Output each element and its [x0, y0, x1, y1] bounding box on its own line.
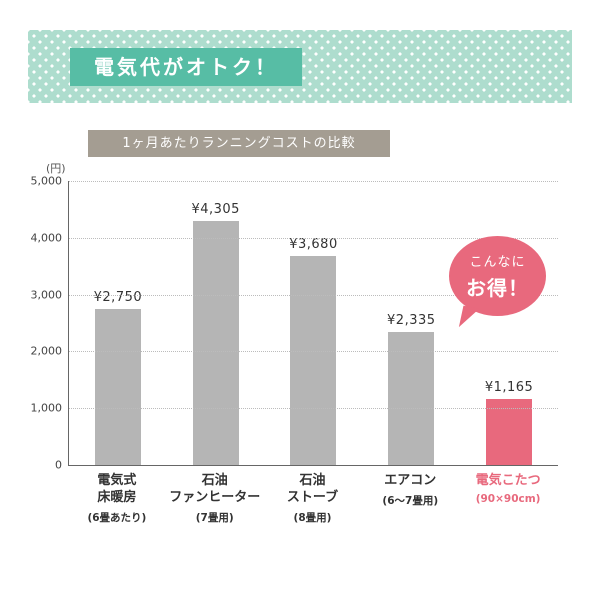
gridline — [69, 294, 558, 296]
bar-4 — [388, 332, 435, 465]
bar-slot: ¥2,750 — [69, 181, 167, 465]
gridline — [69, 237, 558, 239]
x-axis-label: 電気式 床暖房 (6畳あたり) — [68, 473, 166, 525]
bar-1 — [94, 308, 141, 465]
bar-slot: ¥4,305 — [167, 181, 265, 465]
bar-value-label: ¥1,165 — [484, 379, 534, 395]
bar-3 — [290, 256, 337, 465]
y-tick-label: 1,000 — [30, 401, 63, 415]
y-tick-label: 4,000 — [30, 231, 63, 245]
x-axis-label-main: 石油 ストーブ — [286, 473, 339, 505]
bubble-line2: お得！ — [466, 276, 529, 300]
x-axis-label-main: 石油 ファンヒーター — [169, 473, 261, 505]
plot-area: ¥2,750 ¥4,305 ¥3,680 ¥2,335 ¥1,165 0 1,000 2,0… — [31, 175, 558, 472]
bar-value-label: ¥4,305 — [191, 201, 240, 217]
x-axis-label-sub: (6〜7畳用) — [382, 494, 439, 507]
gridline — [69, 351, 558, 353]
x-axis-label-sub: (8畳用) — [293, 511, 332, 524]
gridline — [69, 408, 558, 410]
x-axis-labels: 電気式 床暖房 (6畳あたり) 石油 ファンヒーター (7畳用) 石油 ストーブ (8畳用) エア… — [68, 473, 557, 525]
bar-value-label: ¥3,680 — [289, 237, 338, 252]
x-axis-label: 石油 ファンヒーター (7畳用) — [166, 473, 264, 525]
deal-speech-bubble: こんなに お得！ — [449, 236, 546, 331]
gridline — [69, 181, 558, 182]
x-axis-label-sub: (6畳あたり) — [87, 511, 147, 524]
bar-value-label: ¥2,335 — [387, 313, 436, 329]
x-axis-label: 石油 ストーブ (8畳用) — [264, 473, 362, 525]
x-axis-label: 電気こたつ (90×90cm) — [459, 473, 557, 525]
x-axis-label: エアコン (6〜7畳用) — [361, 473, 459, 525]
bubble-line1: こんなに — [469, 255, 526, 270]
y-tick-label: 5,000 — [30, 174, 63, 188]
bar-value-label: ¥2,750 — [93, 289, 143, 305]
x-axis-label-sub: (7畳用) — [195, 511, 234, 524]
bar-2 — [192, 220, 239, 465]
bar-slot: ¥2,335 — [362, 181, 460, 465]
x-axis-label-main: エアコン — [384, 473, 437, 488]
chart-title: 1ヶ月あたりランニングコストの比較 — [88, 130, 390, 157]
y-tick-label: 0 — [55, 458, 62, 472]
bar-5 — [486, 398, 533, 465]
x-axis-label-sub: (90×90cm) — [475, 492, 541, 505]
x-axis-label-main: 電気式 床暖房 — [97, 473, 137, 505]
y-tick-label: 2,000 — [30, 344, 63, 358]
x-axis-label-main: 電気こたつ — [475, 473, 541, 488]
bar-slot: ¥1,165 — [460, 181, 558, 465]
y-axis-unit-label: (円) — [46, 162, 66, 175]
y-tick-label: 3,000 — [30, 288, 63, 302]
bar-slot: ¥3,680 — [265, 181, 363, 465]
page-title: 電気代がオトク！ — [70, 48, 302, 86]
header-banner: 電気代がオトク！ — [28, 30, 572, 103]
bars-container: ¥2,750 ¥4,305 ¥3,680 ¥2,335 ¥1,165 — [69, 181, 558, 465]
